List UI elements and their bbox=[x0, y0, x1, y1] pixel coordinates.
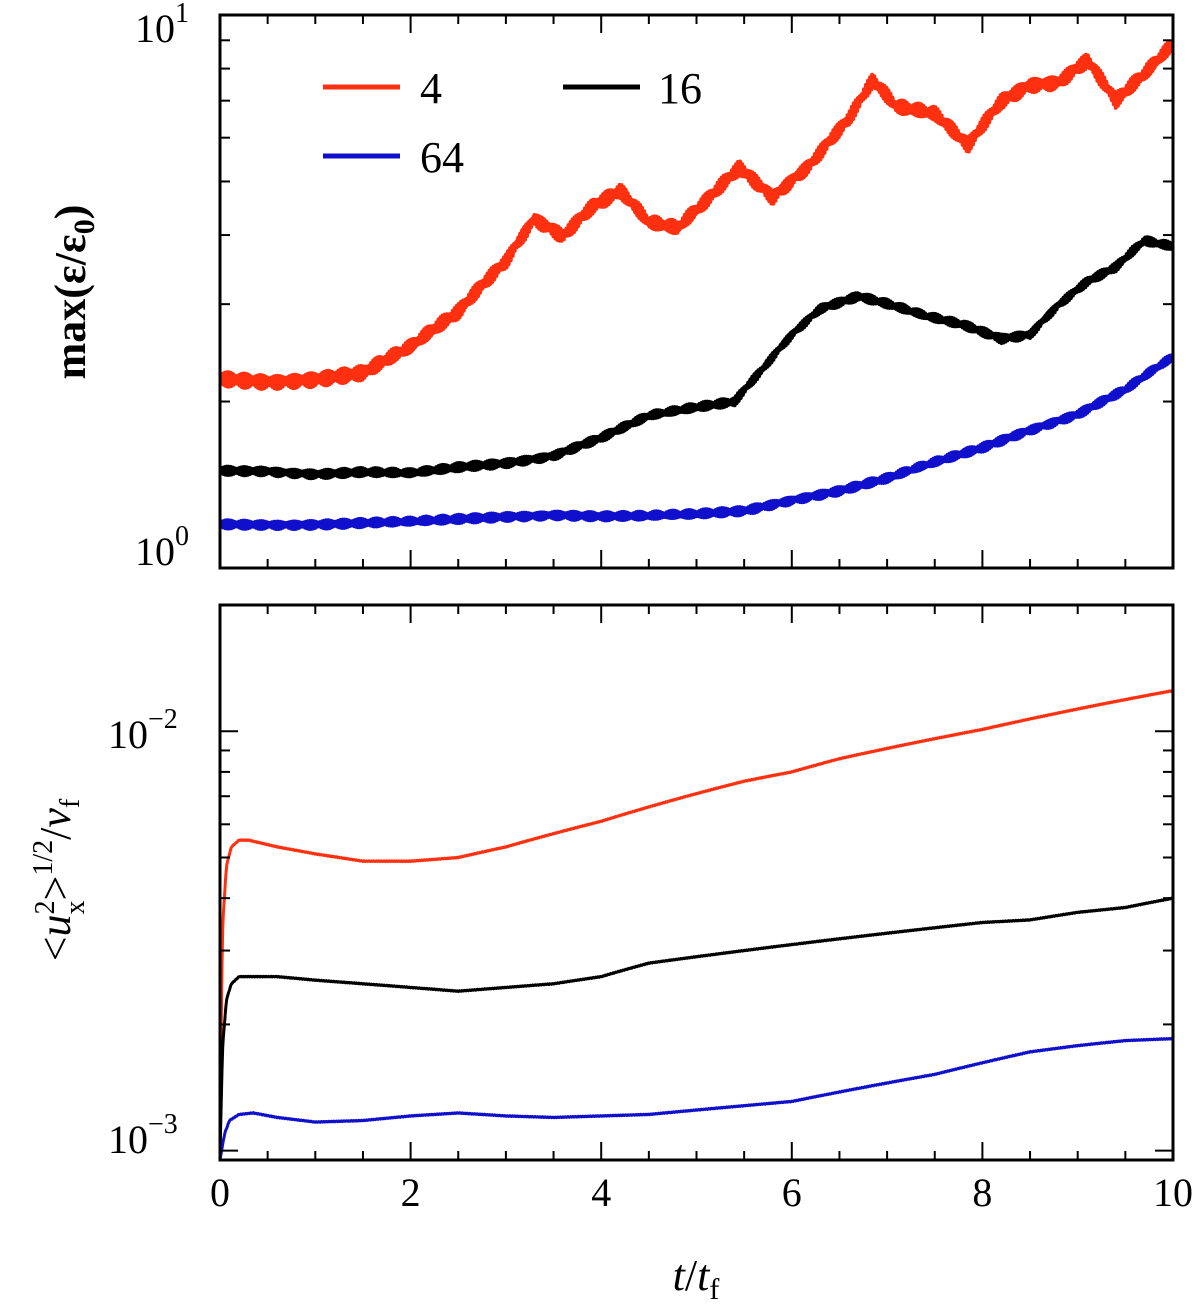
top-plot-frame bbox=[218, 13, 1175, 570]
bottom-xtick-label-2: 2 bbox=[401, 1170, 421, 1215]
legend-label-64: 64 bbox=[420, 133, 464, 182]
bottom-xtick-labels: 0 2 4 6 8 10 bbox=[210, 1170, 1193, 1215]
bottom-xtick-label-4: 4 bbox=[591, 1170, 611, 1215]
bottom-panel: 10−2 10−3 0 2 4 6 8 10 <u2x>1/2/vf t/tf bbox=[28, 603, 1193, 1306]
bottom-ytick-label-1e-2: 10−2 bbox=[108, 704, 178, 757]
bottom-series-line-4 bbox=[220, 689, 1173, 1160]
top-panel: 101 100 max(ε/ε0) 4 16 64 bbox=[46, 0, 1175, 574]
top-ytick-label-1: 100 bbox=[135, 521, 189, 574]
bottom-series-group bbox=[220, 689, 1173, 1160]
legend: 4 16 64 bbox=[323, 64, 702, 182]
top-y-axis-label: max(ε/ε0) bbox=[46, 205, 101, 380]
legend-label-16: 16 bbox=[658, 64, 702, 113]
top-ytick-label-10: 101 bbox=[135, 0, 189, 51]
bottom-series-line-64 bbox=[220, 1036, 1173, 1160]
bottom-ytick-label-1e-3: 10−3 bbox=[108, 1109, 178, 1162]
bottom-plot-frame bbox=[218, 603, 1175, 1162]
bottom-ticks-group bbox=[219, 604, 1174, 1160]
bottom-y-axis-label: <u2x>1/2/vf bbox=[28, 798, 91, 961]
top-series-line-64 bbox=[220, 353, 1173, 531]
bottom-xtick-label-0: 0 bbox=[210, 1170, 230, 1215]
bottom-series-line-16 bbox=[220, 896, 1173, 1160]
legend-label-4: 4 bbox=[420, 64, 442, 113]
bottom-xtick-label-8: 8 bbox=[972, 1170, 992, 1215]
bottom-x-axis-label: t/tf bbox=[673, 1251, 720, 1306]
top-series-line-16 bbox=[220, 235, 1173, 481]
top-series-group bbox=[220, 39, 1173, 531]
bottom-xtick-label-10: 10 bbox=[1153, 1170, 1193, 1215]
bottom-xtick-label-6: 6 bbox=[782, 1170, 802, 1215]
top-series-line-4 bbox=[220, 39, 1173, 391]
